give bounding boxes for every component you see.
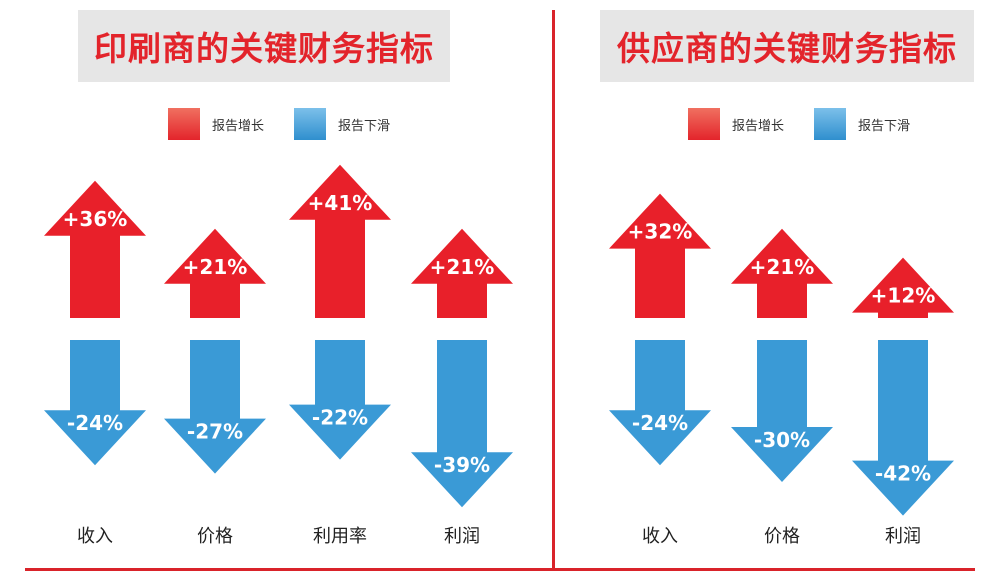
legend-up-label: 报告增长 (212, 118, 265, 134)
category-label: 利润 (885, 526, 921, 547)
up-arrow (164, 228, 266, 318)
up-value-label: +41% (308, 191, 373, 215)
up-arrow (731, 228, 833, 318)
legend-down-label: 报告下滑 (858, 118, 911, 134)
down-value-label: -39% (434, 453, 490, 477)
legend-down-swatch (294, 108, 327, 140)
up-arrow (609, 193, 711, 318)
bottom-rule (25, 568, 975, 571)
panel-divider (552, 10, 555, 568)
category-label: 价格 (197, 526, 233, 547)
down-value-label: -42% (875, 462, 931, 486)
printer-chart-title: 印刷商的关键财务指标 (78, 10, 450, 82)
up-value-label: +21% (183, 255, 248, 279)
legend-up-label: 报告增长 (732, 118, 785, 134)
up-arrow (289, 164, 391, 318)
down-value-label: -30% (754, 428, 810, 452)
down-arrow (164, 340, 266, 474)
down-arrow (411, 340, 513, 508)
category-label: 收入 (77, 526, 113, 547)
up-value-label: +21% (750, 255, 815, 279)
category-label: 利用率 (313, 526, 367, 547)
legend-down-label: 报告下滑 (338, 118, 391, 134)
category-label: 价格 (764, 526, 800, 547)
legend-left: 报告增长 报告下滑 (168, 108, 390, 140)
legend-right: 报告增长 报告下滑 (688, 108, 910, 140)
up-value-label: +36% (63, 207, 128, 231)
down-value-label: -24% (67, 411, 123, 435)
down-value-label: -22% (312, 406, 368, 430)
down-arrow (731, 340, 833, 482)
supplier-chart-title: 供应商的关键财务指标 (600, 10, 974, 82)
up-arrow (44, 180, 146, 318)
up-arrow (852, 257, 954, 318)
down-arrow (44, 340, 146, 466)
category-label: 收入 (642, 526, 678, 547)
down-arrow (289, 340, 391, 460)
up-arrow (411, 228, 513, 318)
down-arrow (609, 340, 711, 466)
down-value-label: -24% (632, 411, 688, 435)
legend-down-swatch (814, 108, 847, 140)
up-value-label: +32% (628, 220, 693, 244)
legend-up-swatch (688, 108, 720, 140)
up-value-label: +21% (430, 255, 495, 279)
up-value-label: +12% (871, 284, 936, 308)
category-label: 利润 (444, 526, 480, 547)
legend-up-swatch (168, 108, 200, 140)
down-value-label: -27% (187, 420, 243, 444)
down-arrow (852, 340, 954, 516)
